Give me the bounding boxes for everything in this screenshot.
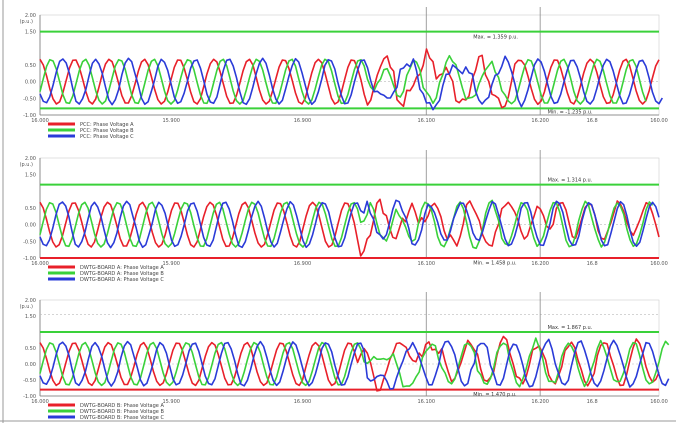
extreme-value-annotation: Min. = 1.470 p.u. [473, 392, 517, 398]
legend-label: DWTG-BOARD B: Phase Voltage A [80, 403, 164, 409]
legend-label: PCC: Phase Voltage A [80, 122, 134, 128]
x-tick-label: 160.00 [650, 399, 668, 405]
y-tick-label: -1.00 [23, 256, 36, 262]
y-tick-label: 2.00 [25, 298, 36, 304]
x-tick-label: 16.8 [587, 118, 598, 124]
x-tick-label: 16.900 [294, 261, 312, 267]
legend-label: DWTG-BOARD A: Phase Voltage B [80, 271, 164, 277]
y-tick-label: 0.00 [25, 223, 36, 229]
x-tick-label: 16.100 [418, 261, 436, 267]
legend-label: DWTG-BOARD B: Phase Voltage C [80, 415, 164, 421]
x-tick-label: 160.00 [650, 118, 668, 124]
y-tick-label: 2.00 [25, 13, 36, 19]
x-tick-label: 160.00 [650, 261, 668, 267]
x-tick-label: 16.900 [294, 399, 312, 405]
y-tick-label: -0.50 [23, 96, 36, 102]
x-tick-label: 16.000 [31, 399, 49, 405]
legend-label: DWTG-BOARD A: Phase Voltage C [80, 277, 164, 283]
y-tick-label: 0.00 [25, 362, 36, 368]
extreme-value-annotation: Max. = 1.867 p.u. [548, 325, 593, 331]
legend-label: DWTG-BOARD B: Phase Voltage B [80, 409, 164, 415]
y-tick-label: -1.00 [23, 394, 36, 400]
x-tick-label: 16.000 [31, 261, 49, 267]
y-tick-label: 2.00 [25, 156, 36, 162]
y-tick-label: -0.50 [23, 239, 36, 245]
extreme-value-annotation: Max. = 1.314 p.u. [548, 177, 593, 183]
y-axis-label: (p.u.) [20, 19, 33, 25]
x-tick-label: 15.900 [162, 118, 180, 124]
y-tick-label: 1.50 [25, 30, 36, 36]
x-tick-label: 16.200 [531, 118, 549, 124]
y-tick-label: -1.00 [23, 113, 36, 119]
series-line-phase-b [39, 199, 654, 250]
x-tick-label: 16.100 [418, 118, 436, 124]
y-tick-label: 0.50 [25, 63, 36, 69]
series-line-phase-c [39, 338, 670, 390]
y-tick-label: 1.50 [25, 314, 36, 320]
extreme-value-annotation: Max. = 1.359 p.u. [473, 34, 518, 40]
x-tick-label: 16.100 [418, 399, 436, 405]
x-tick-label: 16.8 [587, 261, 598, 267]
series-line-phase-b [39, 337, 670, 388]
x-tick-label: 16.8 [587, 399, 598, 405]
series-line-phase-c [39, 199, 660, 249]
y-tick-label: 0.50 [25, 346, 36, 352]
series-line-phase-c [39, 55, 663, 111]
extreme-value-annotation: Min. = -1.235 p.u. [548, 109, 593, 115]
series-line-phase-a [39, 48, 660, 109]
legend-label: DWTG-BOARD A: Phase Voltage A [80, 265, 164, 271]
legend-label: PCC: Phase Voltage B [80, 128, 134, 134]
x-tick-label: 15.900 [162, 261, 180, 267]
legend-label: PCC: Phase Voltage C [80, 134, 134, 140]
y-axis-label: (p.u.) [20, 162, 33, 168]
y-tick-label: -0.50 [23, 378, 36, 384]
x-tick-label: 15.900 [162, 399, 180, 405]
x-tick-label: 16.200 [531, 399, 549, 405]
x-tick-label: 16.200 [531, 261, 549, 267]
y-tick-label: 1.50 [25, 173, 36, 179]
y-tick-label: 0.50 [25, 206, 36, 212]
y-tick-label: 0.00 [25, 80, 36, 86]
y-axis-label: (p.u.) [20, 304, 33, 310]
extreme-value-annotation: Min. = 1.458 p.u. [473, 261, 517, 267]
x-tick-label: 16.900 [294, 118, 312, 124]
x-tick-label: 16.000 [31, 118, 49, 124]
